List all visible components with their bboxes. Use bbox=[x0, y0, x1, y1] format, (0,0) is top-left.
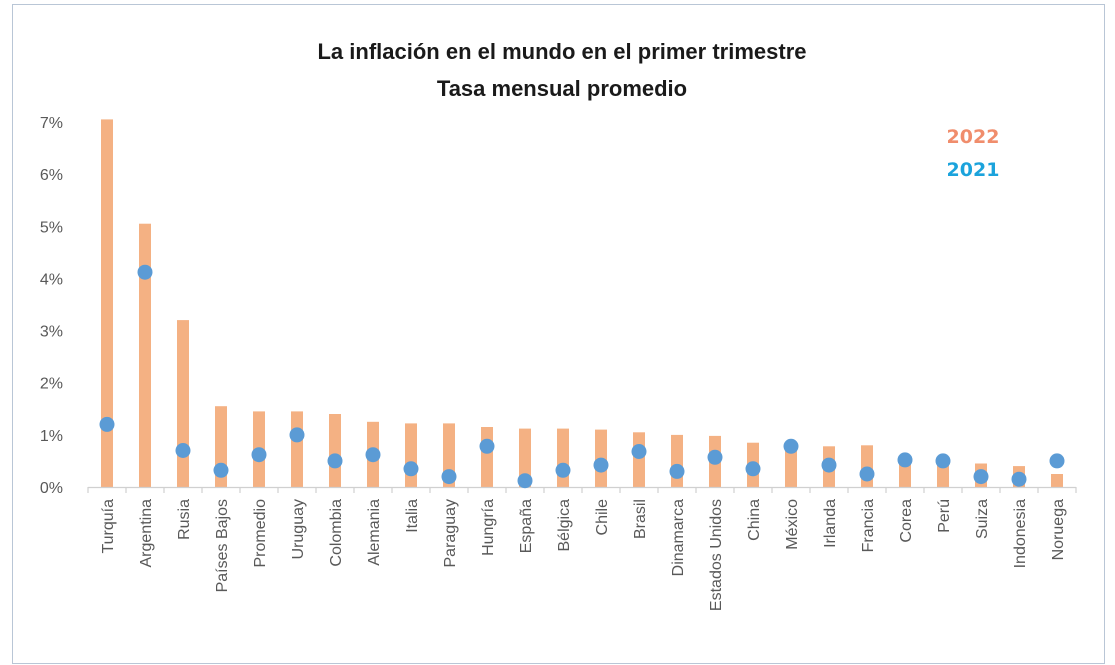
point-2021-noruega bbox=[1049, 453, 1065, 469]
category-label-indonesia: Indonesia bbox=[1012, 499, 1029, 568]
point-2021-hungria bbox=[479, 438, 495, 454]
category-label-dinamarca: Dinamarca bbox=[670, 499, 687, 576]
y-tick-label: 1% bbox=[40, 428, 63, 445]
point-2021-espana bbox=[517, 473, 533, 489]
legend: 2022 2021 bbox=[947, 126, 1000, 181]
bar-series-2022 bbox=[101, 119, 1063, 488]
y-tick-label: 2% bbox=[40, 376, 63, 393]
point-2021-colombia bbox=[327, 453, 343, 469]
point-2021-brasil bbox=[631, 444, 647, 459]
point-2021-uruguay bbox=[289, 427, 305, 443]
point-2021-argentina bbox=[137, 264, 153, 280]
point-2021-rusia bbox=[175, 443, 191, 458]
category-labels: Turquía Argentina Rusia Países Bajos Promedi… bbox=[100, 499, 1067, 611]
point-2021-mexico bbox=[783, 438, 799, 454]
category-label-peru: Perú bbox=[936, 499, 953, 533]
y-axis: 0% 1% 2% 3% 4% 5% 6% 7% bbox=[40, 115, 63, 497]
bar-2022-belgica bbox=[557, 428, 569, 487]
chart-frame: La inflación en el mundo en el primer tr… bbox=[12, 4, 1105, 664]
point-2021-alemania bbox=[365, 447, 381, 463]
category-label-alemania: Alemania bbox=[366, 499, 383, 566]
category-label-china: China bbox=[746, 499, 763, 541]
chart-title: La inflación en el mundo en el primer tr… bbox=[317, 39, 806, 101]
category-label-uruguay: Uruguay bbox=[290, 499, 307, 559]
bar-2022-brasil bbox=[633, 432, 645, 488]
category-label-chile: Chile bbox=[594, 499, 611, 536]
point-2021-promedio bbox=[251, 447, 267, 463]
category-label-noruega: Noruega bbox=[1050, 499, 1067, 560]
x-axis bbox=[87, 486, 1077, 493]
y-tick-label: 7% bbox=[40, 115, 63, 132]
bar-2022-argentina bbox=[139, 223, 151, 487]
point-series-2021 bbox=[99, 264, 1065, 489]
bar-2022-hungria bbox=[481, 427, 493, 487]
category-label-hungria: Hungría bbox=[480, 499, 497, 556]
point-2021-suiza bbox=[973, 469, 989, 485]
bar-2022-dinamarca bbox=[671, 434, 683, 487]
point-2021-indonesia bbox=[1011, 471, 1027, 487]
category-label-belgica: Bélgica bbox=[556, 499, 573, 552]
category-label-rusia: Rusia bbox=[176, 499, 193, 540]
category-label-turquia: Turquía bbox=[100, 499, 117, 554]
y-tick-label: 0% bbox=[40, 480, 63, 497]
category-label-estados-unidos: Estados Unidos bbox=[708, 499, 725, 611]
category-label-corea: Corea bbox=[898, 499, 915, 543]
y-tick-label: 4% bbox=[40, 271, 63, 288]
point-2021-china bbox=[745, 461, 761, 477]
chart-canvas: La inflación en el mundo en el primer tr… bbox=[40, 39, 1077, 611]
point-2021-estados-unidos bbox=[707, 449, 723, 465]
category-label-argentina: Argentina bbox=[138, 499, 155, 568]
bar-2022-uruguay bbox=[291, 411, 303, 487]
y-tick-label: 6% bbox=[40, 167, 63, 184]
point-2021-paraguay bbox=[441, 469, 457, 485]
bar-2022-italia bbox=[405, 423, 417, 487]
point-2021-italia bbox=[403, 461, 419, 477]
point-2021-francia bbox=[859, 466, 875, 482]
legend-label-2022: 2022 bbox=[947, 126, 1000, 148]
chart-title-line-2: Tasa mensual promedio bbox=[437, 76, 687, 101]
point-2021-paises-bajos bbox=[213, 462, 229, 478]
point-2021-peru bbox=[935, 453, 951, 469]
category-label-paraguay: Paraguay bbox=[442, 499, 459, 568]
category-label-francia: Francia bbox=[860, 499, 877, 552]
category-label-promedio: Promedio bbox=[252, 499, 269, 568]
bar-2022-espana bbox=[519, 428, 531, 487]
y-tick-label: 5% bbox=[40, 219, 63, 236]
category-label-paises-bajos: Países Bajos bbox=[214, 499, 231, 592]
bar-2022-turquia bbox=[101, 119, 113, 488]
category-label-irlanda: Irlanda bbox=[822, 499, 839, 548]
bar-2022-rusia bbox=[177, 320, 189, 487]
point-2021-irlanda bbox=[821, 457, 837, 473]
category-label-mexico: México bbox=[784, 499, 801, 550]
category-label-italia: Italia bbox=[404, 499, 421, 533]
bar-2022-mexico bbox=[785, 446, 797, 487]
chart-title-line-1: La inflación en el mundo en el primer tr… bbox=[317, 39, 806, 64]
category-label-suiza: Suiza bbox=[974, 499, 991, 539]
category-label-espana: España bbox=[518, 499, 535, 553]
category-label-colombia: Colombia bbox=[328, 499, 345, 567]
point-2021-corea bbox=[897, 452, 913, 468]
point-2021-belgica bbox=[555, 462, 571, 478]
bar-2022-noruega bbox=[1051, 474, 1063, 487]
point-2021-turquia bbox=[99, 416, 115, 432]
point-2021-dinamarca bbox=[669, 463, 685, 479]
legend-label-2021: 2021 bbox=[947, 159, 1000, 181]
y-tick-label: 3% bbox=[40, 324, 63, 341]
bar-2022-colombia bbox=[329, 414, 341, 487]
point-2021-chile bbox=[593, 457, 609, 473]
category-label-brasil: Brasil bbox=[632, 499, 649, 539]
